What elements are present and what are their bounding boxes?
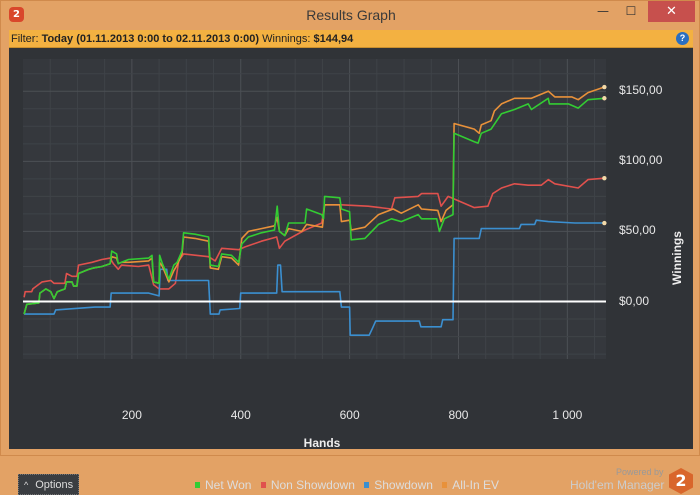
legend-swatch <box>442 482 448 488</box>
series-end-point <box>602 220 607 226</box>
maximize-button[interactable]: ☐ <box>617 1 645 22</box>
minimize-button[interactable]: — <box>589 1 617 22</box>
series-line-showdown <box>24 219 605 337</box>
legend: Net Won Non Showdown Showdown All-In EV <box>195 478 505 492</box>
x-tick-label: 200 <box>121 408 142 422</box>
help-icon[interactable]: ? <box>676 32 689 45</box>
y-tick-label: $150,00 <box>619 83 663 98</box>
chart-pane: $0,00 $50,00 $100,00 $150,00 200 400 600 800 1 … <box>9 48 693 495</box>
series-end-point <box>602 84 607 90</box>
y-axis-title: Winnings <box>670 231 684 285</box>
y-tick-label: $0,00 <box>619 293 650 308</box>
minimize-icon: — <box>597 4 609 18</box>
legend-swatch <box>195 482 200 488</box>
maximize-icon: ☐ <box>625 4 637 18</box>
y-tick-label: $100,00 <box>619 153 663 168</box>
title-bar: 2 Results Graph — ☐ ✕ <box>1 1 700 30</box>
legend-label: All-In EV <box>452 478 499 492</box>
series-end-point <box>602 96 607 101</box>
y-tick-label: $50,00 <box>619 223 656 238</box>
chevron-up-icon: ^ <box>24 480 29 490</box>
winnings-value: $144,94 <box>313 33 354 45</box>
close-button[interactable]: ✕ <box>648 1 695 22</box>
x-tick-label: 1 000 <box>552 408 583 422</box>
x-tick-label: 400 <box>230 408 251 422</box>
x-axis-title: Hands <box>303 436 341 450</box>
legend-all-in-ev[interactable]: All-In EV <box>442 478 499 492</box>
legend-label: Non Showdown <box>270 478 355 492</box>
plot-area <box>23 59 606 359</box>
series-line-net-won <box>23 97 605 315</box>
winnings-label: Winnings: <box>262 33 311 45</box>
x-tick-label: 800 <box>448 408 469 422</box>
legend-label: Showdown <box>374 478 433 492</box>
legend-label: Net Won <box>205 478 252 492</box>
options-label: Options <box>35 479 74 491</box>
powered-by-text: Powered by <box>616 467 664 477</box>
results-chart <box>23 59 607 359</box>
legend-swatch <box>364 482 370 488</box>
legend-swatch <box>260 482 266 488</box>
options-button[interactable]: ^ Options <box>18 474 79 495</box>
app-logo-icon: 2 <box>9 7 24 22</box>
series-end-point <box>602 175 607 181</box>
legend-non-showdown[interactable]: Non Showdown <box>260 478 355 492</box>
legend-net-won[interactable]: Net Won <box>195 478 251 492</box>
filter-value: Today (01.11.2013 0:00 to 02.11.2013 0:0… <box>41 33 260 45</box>
brand-logo-icon: 2 <box>669 468 693 494</box>
window-title: Results Graph <box>306 7 396 23</box>
close-icon: ✕ <box>666 4 677 19</box>
filter-bar: Filter: Today (01.11.2013 0:00 to 02.11.… <box>9 30 693 48</box>
legend-showdown[interactable]: Showdown <box>364 478 433 492</box>
filter-label: Filter: <box>11 33 39 45</box>
brand-name: Hold'em Manager <box>570 478 665 492</box>
x-tick-label: 600 <box>339 408 360 422</box>
